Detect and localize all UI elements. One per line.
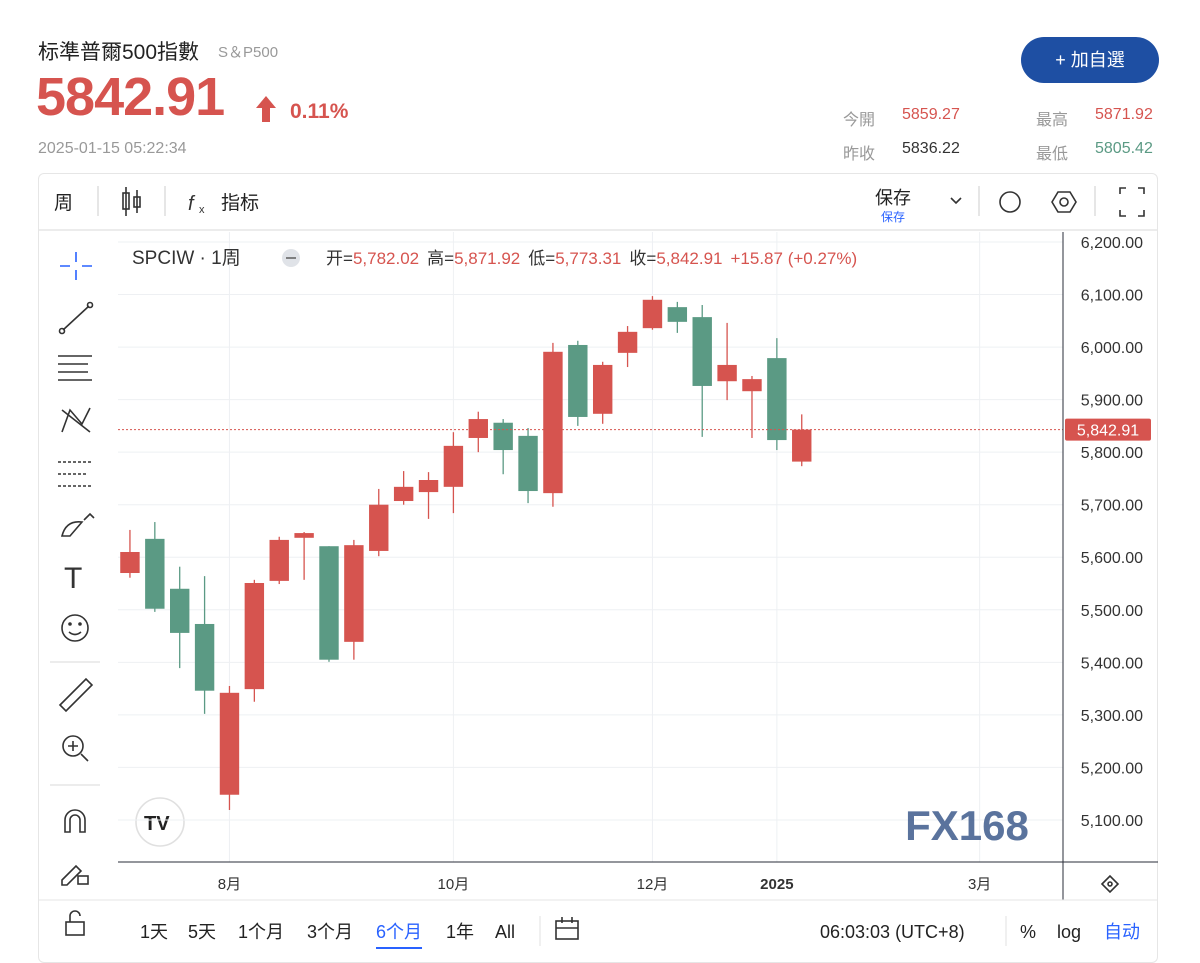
svg-text:TV: TV xyxy=(144,813,170,835)
interval-button[interactable]: 周 xyxy=(54,193,74,214)
legend-symbol: SPCIW · 1周 xyxy=(132,248,241,269)
legend-label: 高= xyxy=(427,249,454,268)
y-tick-label: 5,900.00 xyxy=(1081,393,1143,410)
candle-body xyxy=(269,539,289,581)
x-tick-label: 10月 xyxy=(438,876,470,893)
candle-body xyxy=(170,588,190,633)
candle-body xyxy=(418,480,439,493)
stat-value: 5871.92 xyxy=(1095,106,1153,123)
clock: 06:03:03 (UTC+8) xyxy=(820,922,965,942)
candle-body xyxy=(219,692,240,795)
candle-body xyxy=(642,299,663,329)
price: 5842.91 xyxy=(36,67,225,127)
range-button[interactable]: 3个月 xyxy=(307,922,353,942)
candle-body xyxy=(617,331,638,353)
log-toggle[interactable]: log xyxy=(1057,922,1081,942)
timestamp: 2025-01-15 05:22:34 xyxy=(38,140,187,157)
candle-body xyxy=(194,623,215,691)
candle-body xyxy=(592,364,613,414)
x-tick-label: 3月 xyxy=(968,876,991,893)
y-tick-label: 6,100.00 xyxy=(1081,288,1143,305)
y-tick-label: 5,100.00 xyxy=(1081,813,1143,830)
symbol: S＆P500 xyxy=(218,44,279,61)
candle-body xyxy=(742,379,762,392)
range-button[interactable]: 5天 xyxy=(188,922,216,942)
add-watchlist-button[interactable]: + 加自選 xyxy=(1021,37,1159,83)
candle-body xyxy=(568,344,588,417)
y-tick-label: 6,200.00 xyxy=(1081,235,1143,252)
y-tick-label: 5,600.00 xyxy=(1081,550,1143,567)
x-tick-label: 12月 xyxy=(637,876,669,893)
range-button[interactable]: 1年 xyxy=(446,922,474,942)
y-tick-label: 5,400.00 xyxy=(1081,655,1143,672)
candle-body xyxy=(692,317,712,386)
candle-body xyxy=(393,486,414,502)
candle-body xyxy=(792,429,812,462)
save-button[interactable]: 保存 xyxy=(875,188,911,208)
svg-text:x: x xyxy=(199,204,205,216)
legend-value: 5,773.31 xyxy=(555,249,621,268)
stat-label: 最高 xyxy=(1036,112,1069,129)
x-tick-label: 2025 xyxy=(760,876,793,893)
candle-body xyxy=(468,419,488,438)
save-sub: 保存 xyxy=(881,210,906,224)
stat-label: 最低 xyxy=(1036,146,1069,163)
candle-body xyxy=(717,364,737,382)
title: 标準普爾500指數 xyxy=(38,41,200,64)
change: 0.11% xyxy=(290,100,349,123)
candle-body xyxy=(493,422,513,451)
y-tick-label: 5,800.00 xyxy=(1081,445,1143,462)
price-label-bg xyxy=(1065,418,1151,441)
candle-body xyxy=(344,545,364,642)
range-button[interactable]: 1个月 xyxy=(238,922,284,942)
stat-value: 5836.22 xyxy=(902,140,960,157)
range-button[interactable]: 6个月 xyxy=(376,922,422,942)
candle-body xyxy=(244,582,265,690)
legend: 开=5,782.02 高=5,871.92 低=5,773.31 收=5,842.91… xyxy=(326,249,857,268)
stat-value: 5805.42 xyxy=(1095,140,1153,157)
candle-body xyxy=(443,445,464,487)
candle-body xyxy=(145,538,165,609)
svg-text:f: f xyxy=(188,193,196,215)
legend-label: 低= xyxy=(528,249,555,268)
x-tick-label: 8月 xyxy=(218,876,241,893)
range-button[interactable]: All xyxy=(495,922,515,942)
auto-toggle[interactable]: 自动 xyxy=(1104,922,1140,942)
candle-body xyxy=(120,551,140,574)
legend-label: 收= xyxy=(629,249,656,268)
candle-body xyxy=(518,435,538,492)
y-tick-label: 5,200.00 xyxy=(1081,760,1143,777)
y-tick-label: 6,000.00 xyxy=(1081,340,1143,357)
legend-change: +15.87 (+0.27%) xyxy=(731,249,858,268)
candle-body xyxy=(767,358,787,441)
candle-body xyxy=(369,504,389,551)
price-label: 5,842.91 xyxy=(1077,423,1139,440)
stat-value: 5859.27 xyxy=(902,106,960,123)
indicators-button[interactable]: 指标 xyxy=(221,193,260,214)
legend-value: 5,842.91 xyxy=(656,249,722,268)
legend-value: 5,782.02 xyxy=(353,249,419,268)
candle-body xyxy=(667,307,688,322)
y-tick-label: 5,300.00 xyxy=(1081,708,1143,725)
stat-label: 今開 xyxy=(843,112,876,129)
y-tick-label: 5,500.00 xyxy=(1081,603,1143,620)
stat-label: 昨收 xyxy=(843,146,876,163)
candle-body xyxy=(319,546,339,660)
candle-body xyxy=(543,351,563,494)
watermark: FX168 xyxy=(905,802,1029,849)
svg-text:T: T xyxy=(64,562,82,595)
y-tick-label: 5,700.00 xyxy=(1081,498,1143,515)
candle-body xyxy=(294,533,314,538)
range-button[interactable]: 1天 xyxy=(140,922,168,942)
legend-label: 开= xyxy=(326,249,353,268)
percent-toggle[interactable]: % xyxy=(1020,922,1036,942)
up-arrow xyxy=(256,96,276,122)
legend-value: 5,871.92 xyxy=(454,249,520,268)
